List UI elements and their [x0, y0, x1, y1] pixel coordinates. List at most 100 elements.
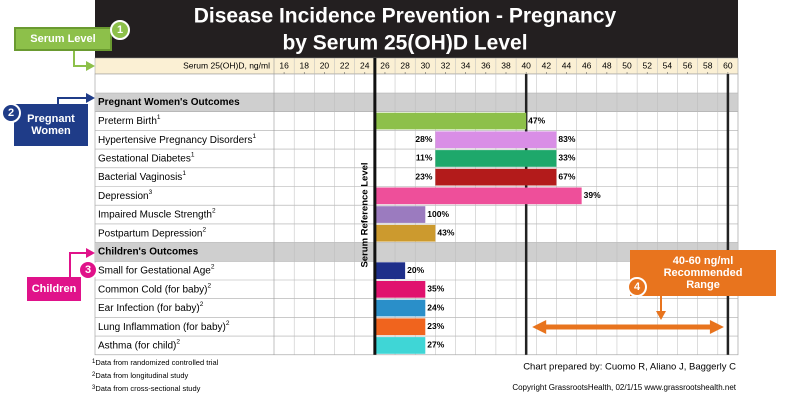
outcome-label: Preterm Birth1 [98, 114, 161, 127]
outcome-label: Bacterial Vaginosis1 [98, 170, 186, 183]
value-label: 33% [558, 153, 575, 163]
value-label: 100% [427, 209, 449, 219]
callout-box: Children [27, 277, 81, 301]
footnote-text: Data from longitudinal study [95, 371, 188, 380]
outcome-label: Postpartum Depression2 [98, 226, 207, 239]
outcome-name: Ear Infection (for baby) [98, 303, 200, 314]
outcome-note: 1 [191, 151, 195, 158]
outcome-name: Asthma (for child) [98, 340, 176, 351]
footnote-marker: 3 [92, 385, 96, 391]
value-label: 35% [427, 284, 444, 294]
outcome-note: 3 [149, 189, 153, 196]
x-tick-label: 50 [622, 60, 632, 70]
outcome-note: 1 [157, 114, 161, 121]
x-tick-label: 42 [542, 60, 552, 70]
value-label: 23% [427, 321, 444, 331]
arrowhead [86, 93, 95, 103]
outcome-label: Impaired Muscle Strength2 [98, 207, 216, 220]
callout-box: Pregnant Women [14, 104, 88, 146]
chart-title: Disease Incidence Prevention - Pregnancy [194, 5, 617, 28]
outcome-name: Gestational Diabetes [98, 153, 191, 164]
outcome-label: Depression3 [98, 189, 153, 202]
callout-badge: 4 [627, 277, 647, 297]
callout-arrow [69, 252, 88, 277]
outcome-label: Gestational Diabetes1 [98, 151, 195, 164]
value-label: 43% [437, 228, 454, 238]
section-row [95, 242, 738, 262]
outcome-label: Ear Infection (for baby)2 [98, 301, 204, 314]
arrowhead [709, 320, 724, 334]
outcome-label: Common Cold (for baby)2 [98, 282, 211, 295]
outcome-label: Hypertensive Pregnancy Disorders1 [98, 132, 257, 145]
outcome-note: 1 [182, 170, 186, 177]
value-label: 27% [427, 340, 444, 350]
bar [374, 281, 426, 298]
outcome-name: Common Cold (for baby) [98, 284, 207, 295]
outcome-name: Preterm Birth [98, 116, 157, 127]
outcome-note: 2 [200, 301, 204, 308]
credit: Chart prepared by: Cuomo R, Aliano J, Ba… [523, 362, 736, 373]
bar [374, 224, 436, 242]
x-tick-label: 34 [461, 60, 471, 70]
callout-badge: 2 [1, 103, 21, 123]
value-label: 39% [584, 190, 601, 200]
bar [374, 262, 406, 279]
x-tick-label: 40 [521, 60, 531, 70]
section-row [95, 93, 738, 112]
footnote-text: Data from cross-sectional study [95, 384, 200, 393]
title-band [95, 0, 738, 58]
outcome-label: Asthma (for child)2 [98, 338, 180, 351]
outcome-note: 2 [226, 319, 230, 326]
outcome-note: 2 [176, 338, 180, 345]
x-tick-label: 46 [582, 60, 592, 70]
outcome-name: Depression [98, 190, 149, 201]
arrowhead [656, 311, 666, 320]
value-label: 47% [528, 115, 545, 125]
callout-arrow [73, 50, 88, 67]
outcome-name: Impaired Muscle Strength [98, 209, 212, 220]
value-label: 28% [415, 134, 432, 144]
x-tick-label: 18 [300, 60, 310, 70]
x-axis-label: Serum 25(OH)D, ng/ml [183, 60, 270, 70]
outcome-label: Small for Gestational Age2 [98, 263, 215, 276]
outcome-name: Small for Gestational Age [98, 265, 211, 276]
range-label: 40-60 ng/ml Recommended Range [630, 250, 776, 296]
x-tick-label: 26 [380, 60, 390, 70]
x-tick-label: 52 [642, 60, 652, 70]
outcome-note: 2 [212, 207, 216, 214]
reference-label: Serum Reference Level [359, 162, 370, 267]
arrowhead [86, 248, 95, 258]
arrowhead [86, 61, 95, 71]
outcome-name: Lung Inflammation (for baby) [98, 321, 226, 332]
callout-badge: 1 [110, 20, 130, 40]
value-label: 24% [427, 302, 444, 312]
callout-arrow [57, 97, 88, 104]
x-tick-label: 54 [663, 60, 673, 70]
x-tick-label: 44 [562, 60, 572, 70]
bar [374, 206, 426, 223]
bar [374, 337, 426, 354]
x-tick-label: 16 [279, 60, 289, 70]
x-tick-label: 22 [340, 60, 350, 70]
footnote: 3Data from cross-sectional study [92, 384, 201, 393]
bar [374, 112, 527, 130]
value-label: 67% [558, 171, 575, 181]
bar [435, 150, 557, 167]
bar [435, 131, 557, 149]
bar [374, 299, 426, 317]
bar [374, 318, 426, 336]
value-label: 11% [416, 153, 433, 163]
bar [435, 168, 557, 186]
outcome-name: Hypertensive Pregnancy Disorders [98, 134, 253, 145]
chart-subtitle: by Serum 25(OH)D Level [282, 32, 527, 55]
arrowhead [532, 320, 547, 334]
outcome-name: Bacterial Vaginosis [98, 172, 182, 183]
x-tick-label: 32 [441, 60, 451, 70]
section-title: Pregnant Women's Outcomes [98, 97, 240, 108]
x-tick-label: 28 [400, 60, 410, 70]
outcome-note: 1 [253, 132, 257, 139]
x-tick-label: 38 [501, 60, 511, 70]
value-label: 83% [558, 134, 575, 144]
